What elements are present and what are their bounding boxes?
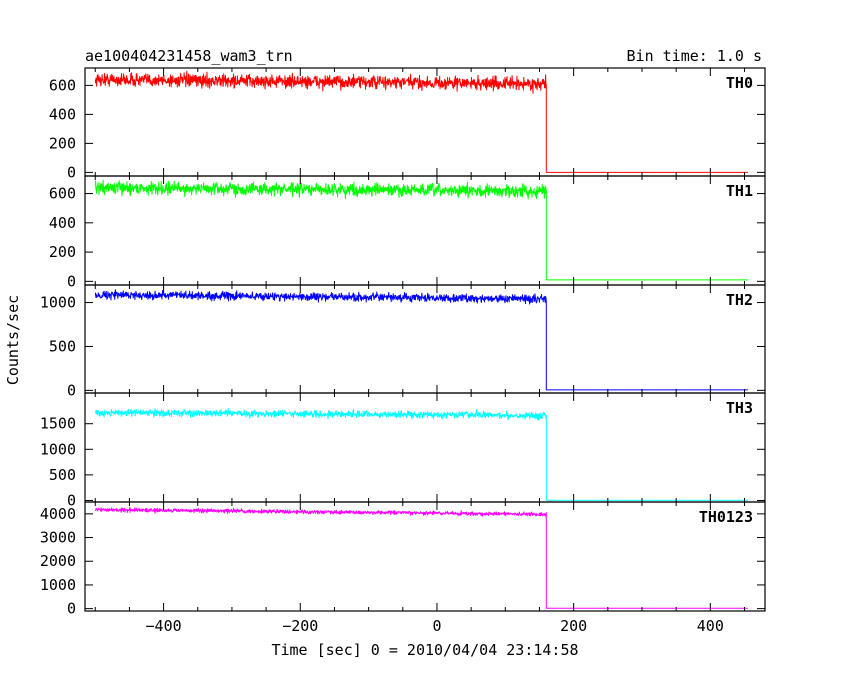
- panel-th0123: 0 1000 2000 3000 4000 TH0123: [40, 501, 766, 618]
- y-axis-label: Counts/sec: [4, 295, 22, 385]
- y-tick-label: 500: [49, 337, 76, 355]
- x-axis-label: Time [sec] 0 = 2010/04/04 23:14:58: [271, 641, 578, 659]
- x-tick-label: 400: [697, 617, 724, 635]
- series-line-th1: [94, 179, 748, 281]
- y-tick-label: 600: [49, 185, 76, 203]
- y-tick-label: 0: [67, 381, 76, 399]
- y-tick-label: 0: [67, 163, 76, 181]
- y-tick-label: 400: [49, 105, 76, 123]
- panel-frame: [84, 392, 766, 503]
- series-line-th3: [94, 408, 748, 501]
- panel-label-th1: TH1: [726, 182, 753, 200]
- y-tick-label: 200: [49, 243, 76, 261]
- panel-th2: 0 500 1000 TH2: [40, 284, 766, 399]
- panel-th3: 0 500 1000 1500 TH3: [40, 392, 766, 509]
- y-tick-label: 0: [67, 600, 76, 618]
- y-tick-label: 200: [49, 134, 76, 152]
- y-tick-label: 1000: [40, 440, 76, 458]
- y-tick-label: 600: [49, 76, 76, 94]
- y-tick-label: 0: [67, 272, 76, 290]
- y-tick-label: 3000: [40, 529, 76, 547]
- panel-th1: 0 200 400 600 TH1: [49, 175, 766, 290]
- y-tick-label: 0: [67, 491, 76, 509]
- x-tick-label: 0: [432, 617, 441, 635]
- panel-label-th0: TH0: [726, 74, 753, 92]
- x-tick-label: 200: [560, 617, 587, 635]
- y-tick-label: 4000: [40, 505, 76, 523]
- panels-group: 0 200 400 600 TH0 0 200 400 600 TH1 0 500 1000 TH2 0 50…: [40, 67, 766, 618]
- series-line-th2: [94, 289, 748, 391]
- y-tick-label: 2000: [40, 552, 76, 570]
- y-tick-label: 500: [49, 466, 76, 484]
- series-line-th0: [94, 70, 748, 173]
- x-tick-label: −400: [146, 617, 182, 635]
- x-tick-labels: −400 −200 0 200 400: [146, 617, 724, 635]
- panel-th0: 0 200 400 600 TH0: [49, 67, 766, 181]
- y-tick-label: 1000: [40, 576, 76, 594]
- bin-time-label: Bin time: 1.0 s: [627, 47, 762, 65]
- panel-label-th0123: TH0123: [699, 508, 753, 526]
- x-tick-label: −200: [282, 617, 318, 635]
- y-tick-label: 1500: [40, 415, 76, 433]
- y-tick-label: 400: [49, 214, 76, 232]
- series-line-th0123: [95, 506, 748, 609]
- panel-label-th3: TH3: [726, 399, 753, 417]
- panel-label-th2: TH2: [726, 291, 753, 309]
- y-tick-label: 1000: [40, 294, 76, 312]
- chart-title: ae100404231458_wam3_trn: [85, 47, 293, 65]
- panel-frame: [84, 501, 766, 612]
